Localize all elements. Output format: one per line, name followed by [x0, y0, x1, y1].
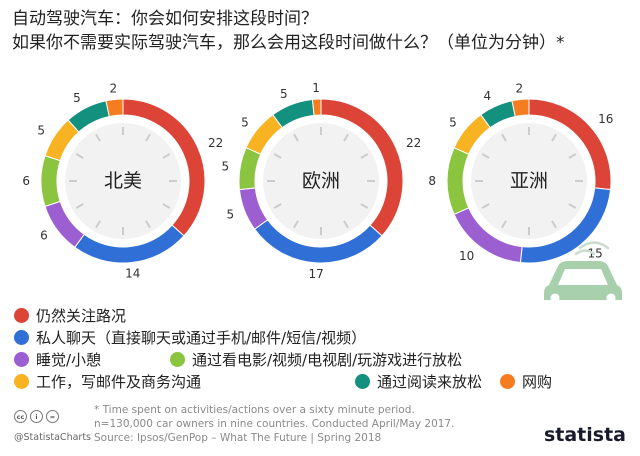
footnote-definition: * Time spent on activities/actions over … [94, 404, 415, 416]
data-label-sleep: 10 [459, 249, 474, 263]
donut-segment-shopping [105, 98, 124, 118]
data-label-sleep: 5 [227, 207, 235, 221]
legend-item-road: 仍然关注路况 [14, 305, 126, 326]
cc-icon: cc [14, 410, 27, 423]
data-label-work: 5 [449, 115, 457, 129]
donut-center-label: 欧洲 [302, 170, 340, 192]
clock-tick [293, 220, 299, 229]
data-label-shopping: 2 [515, 82, 523, 96]
donut-chart-2: 22 17 5 5 5 5 1 欧洲 [222, 81, 422, 281]
chart-title: 自动驾驶汽车：你会如何安排这段时间？ [12, 9, 318, 29]
clock-tick [145, 133, 151, 142]
data-label-chat: 17 [308, 267, 323, 281]
legend-swatch-chat [14, 330, 29, 345]
legend-item-reading: 通过阅读来放松 [355, 371, 482, 392]
creative-commons-icons: cc i = [14, 410, 59, 423]
footnote-source: Source: Ipsos/GenPop – What The Future |… [94, 432, 382, 444]
donut-segment-entertainment [238, 146, 262, 191]
clock-tick [360, 203, 369, 209]
clock-tick [162, 153, 171, 159]
car-icon [544, 241, 622, 300]
data-label-reading: 5 [280, 87, 288, 101]
legend-swatch-work [14, 374, 29, 389]
clock-tick [273, 203, 282, 209]
legend-label-sleep: 睡觉/小憩 [36, 351, 102, 369]
legend-item-chat: 私人聊天（直接聊天或通过手机/邮件/短信/视频） [14, 327, 366, 348]
clock-tick [551, 220, 557, 229]
legend-item-work: 工作，写邮件及商务沟通 [14, 371, 201, 392]
legend-item-entertainment: 通过看电影/视频/电视剧/玩游戏进行放松 [170, 349, 462, 370]
clock-tick [343, 220, 349, 229]
footnote-sample: n=130,000 car owners in nine countries. … [94, 418, 455, 430]
clock-tick [162, 203, 171, 209]
clock-tick [568, 203, 577, 209]
legend-label-work: 工作，写邮件及商务沟通 [36, 373, 202, 391]
donut-charts: 16 15 10 8 5 4 2 亚洲 22 17 5 5 5 5 1 欧洲 22 14 6 6 5 5 2 北美 [22, 81, 622, 300]
clock-tick [95, 133, 101, 142]
clock-tick [501, 133, 507, 142]
statista-logo[interactable]: statista [543, 424, 626, 446]
data-label-entertainment: 6 [22, 174, 30, 188]
data-label-road: 22 [208, 136, 223, 150]
donut-segment-entertainment [446, 146, 470, 216]
clock-tick [95, 220, 101, 229]
data-label-road: 16 [598, 112, 613, 126]
data-label-shopping: 2 [109, 82, 117, 96]
donut-segment-shopping [311, 98, 322, 116]
legend-swatch-reading [355, 374, 370, 389]
clock-tick [551, 133, 557, 142]
legend-label-shopping: 网购 [522, 373, 553, 391]
data-label-chat: 15 [588, 246, 603, 260]
legend-swatch-shopping [500, 374, 515, 389]
data-label-work: 5 [37, 123, 45, 137]
data-label-chat: 14 [125, 266, 140, 280]
donut-segment-reading [272, 98, 315, 129]
chart-subtitle: 如果你不需要实际驾驶汽车，那么会用这段时间做什么？（单位为分钟）* [12, 33, 565, 53]
clock-tick [75, 203, 84, 209]
clock-face [65, 123, 181, 239]
donut-segment-sleep [238, 187, 269, 230]
clock-face [263, 123, 379, 239]
legend-label-reading: 通过阅读来放松 [377, 373, 483, 391]
data-label-work: 5 [241, 115, 249, 129]
legend-item-sleep: 睡觉/小憩 [14, 349, 101, 370]
data-label-sleep: 6 [40, 229, 48, 243]
donut-chart-3: 16 15 10 8 5 4 2 亚洲 [428, 82, 613, 264]
nd-icon: = [46, 410, 59, 423]
clock-face [471, 123, 587, 239]
data-label-shopping: 1 [312, 81, 320, 95]
donut-segment-shopping [511, 98, 530, 118]
legend-swatch-sleep [14, 352, 29, 367]
legend-label-entertainment: 通过看电影/视频/电视剧/玩游戏进行放松 [192, 351, 463, 369]
clock-tick [145, 220, 151, 229]
donut-center-label: 北美 [104, 170, 142, 192]
data-label-entertainment: 5 [222, 159, 230, 173]
clock-tick [481, 203, 490, 209]
data-label-reading: 5 [73, 91, 81, 105]
clock-tick [481, 153, 490, 159]
data-label-reading: 4 [484, 89, 492, 103]
by-icon: i [30, 410, 43, 423]
legend-item-shopping: 网购 [500, 371, 552, 392]
donut-segment-entertainment [40, 155, 61, 207]
legend-swatch-road [14, 308, 29, 323]
statista-handle[interactable]: @StatistaCharts [14, 432, 91, 443]
data-label-road: 22 [406, 136, 421, 150]
donut-center-label: 亚洲 [510, 170, 548, 192]
clock-tick [75, 153, 84, 159]
clock-tick [360, 153, 369, 159]
legend-label-chat: 私人聊天（直接聊天或通过手机/邮件/短信/视频） [36, 329, 367, 347]
clock-tick [273, 153, 282, 159]
legend-swatch-entertainment [170, 352, 185, 367]
clock-tick [568, 153, 577, 159]
legend-label-road: 仍然关注路况 [36, 307, 127, 325]
donut-chart-1: 22 14 6 6 5 5 2 北美 [22, 82, 223, 281]
data-label-entertainment: 8 [428, 174, 436, 188]
clock-tick [343, 133, 349, 142]
clock-tick [501, 220, 507, 229]
clock-tick [293, 133, 299, 142]
